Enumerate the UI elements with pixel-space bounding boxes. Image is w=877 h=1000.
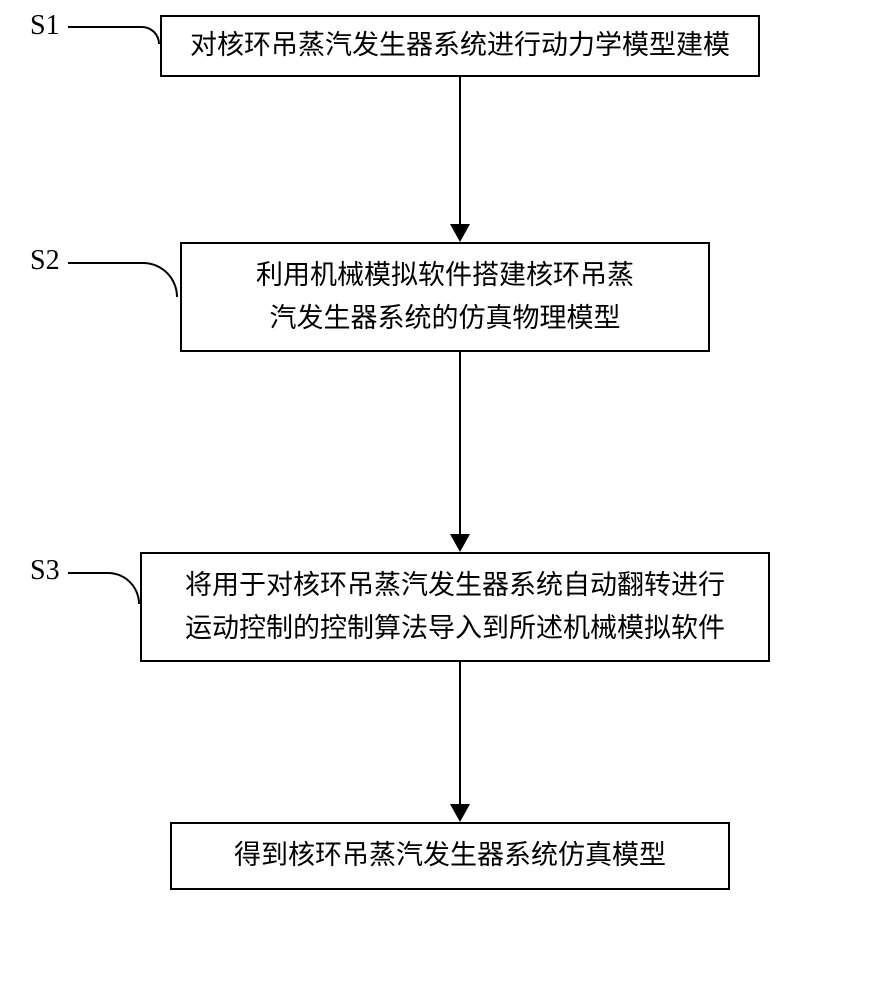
node-text-s3-line1: 将用于对核环吊蒸汽发生器系统自动翻转进行 <box>185 564 725 607</box>
node-text-s4: 得到核环吊蒸汽发生器系统仿真模型 <box>234 834 666 877</box>
flowchart-node-s4: 得到核环吊蒸汽发生器系统仿真模型 <box>170 822 730 890</box>
flowchart-node-s1: 对核环吊蒸汽发生器系统进行动力学模型建模 <box>160 15 760 77</box>
node-text-s2-line1: 利用机械模拟软件搭建核环吊蒸 <box>256 254 634 297</box>
flowchart-arrow-3 <box>450 662 470 822</box>
step-label-s2: S2 <box>30 245 60 277</box>
node-text-s2-line2: 汽发生器系统的仿真物理模型 <box>270 297 621 340</box>
node-text-s3-line2: 运动控制的控制算法导入到所述机械模拟软件 <box>185 607 725 650</box>
flowchart-arrow-2 <box>450 352 470 552</box>
flowchart-arrow-1 <box>450 77 470 242</box>
flowchart-node-s2: 利用机械模拟软件搭建核环吊蒸 汽发生器系统的仿真物理模型 <box>180 242 710 352</box>
step-label-s1: S1 <box>30 10 60 42</box>
flowchart-node-s3: 将用于对核环吊蒸汽发生器系统自动翻转进行 运动控制的控制算法导入到所述机械模拟软… <box>140 552 770 662</box>
node-text-s1: 对核环吊蒸汽发生器系统进行动力学模型建模 <box>190 24 730 67</box>
flowchart-container: 对核环吊蒸汽发生器系统进行动力学模型建模 利用机械模拟软件搭建核环吊蒸 汽发生器… <box>120 15 800 890</box>
step-label-s3: S3 <box>30 555 60 587</box>
